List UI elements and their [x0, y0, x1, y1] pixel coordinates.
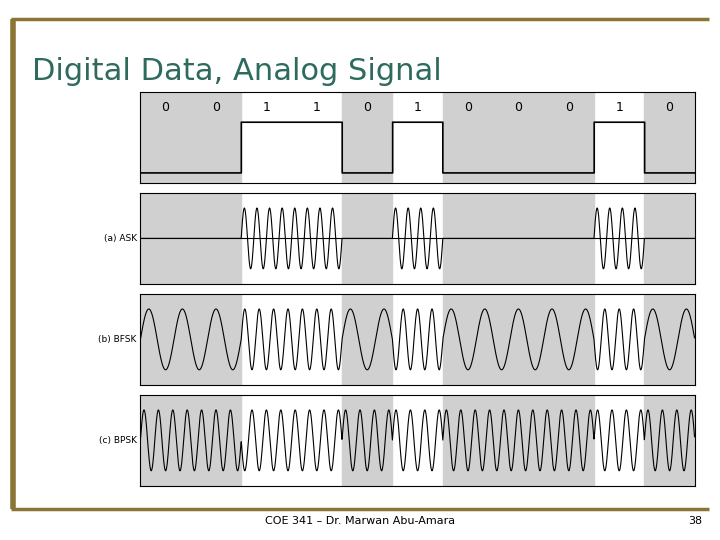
Text: 0: 0 — [564, 101, 573, 114]
Bar — [140, 193, 191, 284]
Text: 1: 1 — [313, 101, 320, 114]
Bar — [644, 92, 695, 183]
Text: 1: 1 — [616, 101, 623, 114]
Text: 0: 0 — [665, 101, 674, 114]
Text: 0: 0 — [161, 101, 170, 114]
Bar — [544, 92, 594, 183]
Bar — [544, 294, 594, 385]
Bar — [191, 193, 241, 284]
Bar — [443, 193, 493, 284]
Bar — [544, 395, 594, 486]
Bar — [342, 395, 392, 486]
Text: 38: 38 — [688, 516, 702, 526]
Bar — [342, 92, 392, 183]
Bar — [140, 294, 191, 385]
Text: 0: 0 — [514, 101, 523, 114]
Text: 0: 0 — [363, 101, 372, 114]
Bar — [140, 92, 191, 183]
Bar — [443, 395, 493, 486]
Bar — [493, 395, 544, 486]
Text: 0: 0 — [464, 101, 472, 114]
Text: 1: 1 — [414, 101, 421, 114]
Text: (a) ASK: (a) ASK — [104, 234, 137, 243]
Bar — [191, 92, 241, 183]
Bar — [191, 395, 241, 486]
Bar — [644, 395, 695, 486]
Bar — [644, 294, 695, 385]
Bar — [493, 193, 544, 284]
Bar — [342, 294, 392, 385]
Bar — [644, 193, 695, 284]
Text: (c) BPSK: (c) BPSK — [99, 436, 137, 445]
Bar — [493, 294, 544, 385]
Bar — [443, 294, 493, 385]
Bar — [342, 193, 392, 284]
Bar — [443, 92, 493, 183]
Bar — [191, 294, 241, 385]
Text: COE 341 – Dr. Marwan Abu-Amara: COE 341 – Dr. Marwan Abu-Amara — [265, 516, 455, 526]
Text: (b) BFSK: (b) BFSK — [99, 335, 137, 344]
Bar — [140, 395, 191, 486]
Bar — [493, 92, 544, 183]
Text: 0: 0 — [212, 101, 220, 114]
Text: Digital Data, Analog Signal: Digital Data, Analog Signal — [32, 57, 442, 86]
Text: 1: 1 — [263, 101, 270, 114]
Bar — [544, 193, 594, 284]
